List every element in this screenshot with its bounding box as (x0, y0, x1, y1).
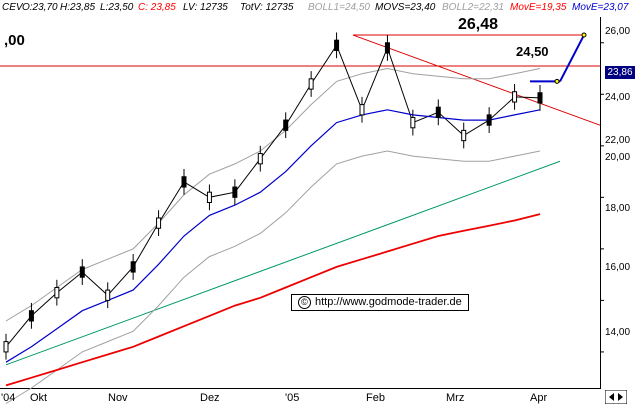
y-tick-label: 14,00 (605, 327, 631, 338)
candle-body (206, 191, 212, 203)
candle-body (181, 176, 187, 188)
candle-body (435, 106, 441, 118)
y-tick-label: 18,00 (605, 203, 631, 214)
candle-body (3, 341, 9, 353)
forecast-arrow (559, 34, 585, 82)
candle-body (257, 153, 263, 165)
candle-body (130, 261, 136, 273)
last-volume: LV: 12735 (183, 2, 228, 13)
move1-value: MovE=19,35 (510, 2, 567, 13)
x-tick-label: Dez (200, 392, 220, 404)
total-volume: TotV: 12735 (240, 2, 294, 13)
series-line-movs (5, 109, 541, 363)
bollinger-lower (5, 150, 541, 404)
copyright-notice[interactable]: © http://www.godmode-trader.de (291, 294, 469, 311)
y-tick-label: 20,00 (605, 152, 631, 163)
series-line-kurs (5, 44, 541, 348)
boll2-value: BOLL2=22,31 (442, 2, 504, 13)
x-tick-label: '04 (1, 392, 16, 404)
open-value: O:23,70 (22, 2, 58, 13)
candle-body (334, 39, 340, 51)
target-level-label: 26,48 (458, 16, 499, 33)
copyright-icon: © (298, 296, 311, 309)
uptrend-line (5, 160, 561, 366)
candle-body (486, 114, 492, 126)
plot-area[interactable] (0, 17, 601, 389)
scroll-arrows-icon[interactable] (605, 390, 627, 404)
quote-header: CEV O:23,70 H:23,85 L:23,50 C: 23,85 LV:… (0, 0, 635, 17)
candle-body (359, 104, 365, 116)
current-price-badge: 23,86 (605, 66, 635, 79)
candle-body (28, 310, 34, 322)
y-tick-label: 16,00 (605, 262, 631, 273)
candle-body (232, 186, 238, 198)
y-tick-label: 24,00 (605, 92, 631, 103)
symbol-label: CEV (2, 2, 23, 13)
candle-body (384, 42, 390, 54)
downtrend-line (352, 34, 601, 126)
candle-body (79, 266, 85, 278)
candle-body (410, 116, 416, 129)
x-tick-label: '05 (285, 392, 300, 404)
close-value: C: 23,85 (138, 2, 176, 13)
x-tick-label: Mrz (446, 392, 465, 404)
x-tick-label: Nov (108, 392, 128, 404)
candle-body (512, 91, 518, 103)
series-line-move (5, 213, 541, 387)
candle-body (461, 129, 467, 142)
copyright-url[interactable]: http://www.godmode-trader.de (315, 296, 462, 308)
y-tick-label: 26,00 (605, 26, 631, 37)
x-tick-label: Okt (30, 392, 48, 404)
low-value: L:23,50 (100, 2, 134, 13)
movs-value: MOVS=23,40 (375, 2, 436, 13)
left-level-label: ,00 (4, 32, 25, 49)
candle-body (54, 287, 60, 299)
boll1-value: BOLL1=24,50 (308, 2, 370, 13)
candle-body (308, 78, 314, 90)
candle-body (537, 92, 543, 104)
forecast-point (581, 32, 587, 38)
candle-body (105, 289, 111, 301)
move2-value: MovE=23,07 (572, 2, 629, 13)
y-tick-label: 22,00 (605, 135, 631, 146)
candle-body (283, 119, 289, 131)
candle-body (156, 217, 162, 229)
forecast-point (554, 78, 560, 84)
x-tick-label: Feb (366, 392, 385, 404)
resistance-level-label: 24,50 (516, 44, 549, 59)
x-tick-label: Apr (530, 392, 548, 404)
bollinger-upper (5, 67, 541, 322)
high-value: H:23,85 (60, 2, 96, 13)
